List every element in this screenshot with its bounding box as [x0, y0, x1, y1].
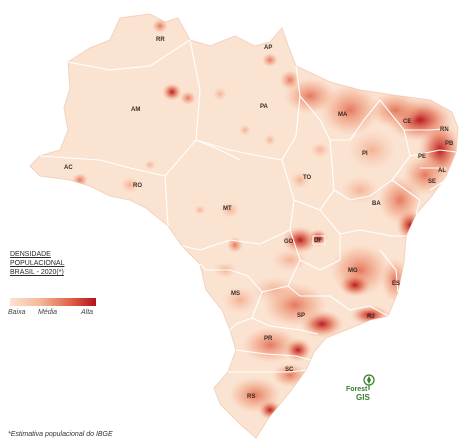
state-label: PR — [264, 336, 273, 342]
legend-mid-label: Média — [38, 309, 58, 316]
state-label: RR — [156, 37, 165, 43]
state-label: DF — [314, 238, 322, 244]
state-label: PB — [445, 141, 454, 147]
legend-title: DENSIDADE POPULACIONAL BRASIL - 2020(*) — [10, 250, 90, 277]
state-label: SC — [285, 367, 294, 373]
state-label: RN — [440, 127, 449, 133]
legend-title-line: DENSIDADE — [10, 251, 51, 258]
state-label: CE — [403, 119, 411, 125]
state-label: PA — [260, 104, 269, 110]
forestgis-logo — [363, 374, 375, 390]
state-label: AP — [264, 45, 272, 51]
state-label: BA — [372, 201, 381, 207]
state-label: PI — [362, 151, 368, 157]
legend-title-line: POPULACIONAL — [10, 260, 65, 267]
state-label: MS — [231, 291, 240, 297]
state-label: AM — [131, 107, 140, 113]
state-label: RO — [133, 183, 142, 189]
state-label: RJ — [367, 314, 375, 320]
state-label: MG — [348, 268, 358, 274]
state-label: RS — [247, 394, 255, 400]
logo-word: Forest — [346, 386, 368, 393]
legend-title-line: BRASIL - 2020(*) — [10, 269, 64, 276]
state-labels: RR AP AM PA MA CE RN PB PE AL SE PI AC R… — [64, 37, 454, 400]
state-label: AC — [64, 165, 73, 171]
state-label: SE — [428, 179, 436, 185]
logo-suffix: GIS — [356, 393, 370, 402]
legend-low-label: Baixa — [8, 309, 26, 316]
state-label: AL — [438, 168, 446, 174]
state-label: MA — [338, 112, 348, 118]
state-label: GO — [284, 239, 294, 245]
state-borders — [39, 39, 457, 373]
legend-color-ramp — [10, 298, 96, 306]
footnote: *Estimativa populacional do IBGE — [8, 431, 113, 438]
state-label: ES — [392, 281, 400, 287]
state-label: SP — [297, 313, 305, 319]
state-label: TO — [303, 175, 312, 181]
legend-high-label: Alta — [81, 309, 94, 316]
state-label: MT — [223, 206, 232, 212]
state-label: PE — [418, 154, 426, 160]
